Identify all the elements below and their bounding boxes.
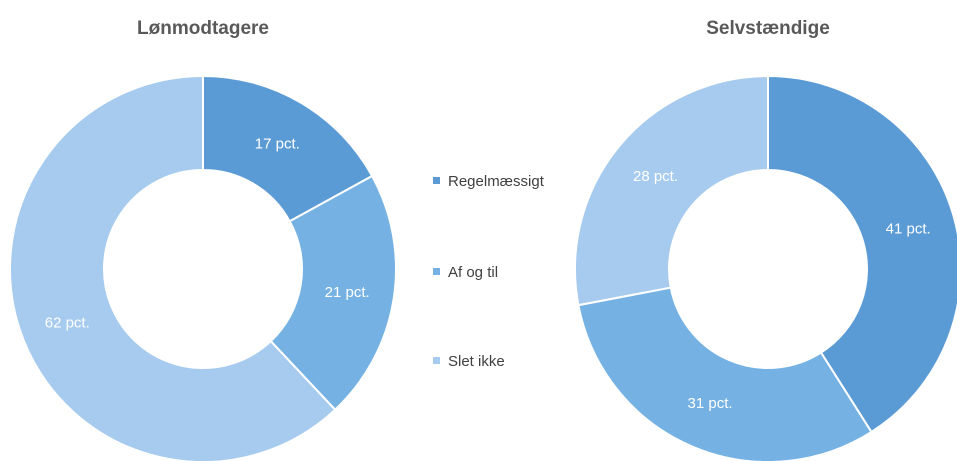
legend-item-regelmaessigt: Regelmæssigt xyxy=(433,173,545,190)
slice-selvstaendige-regelmaessigt xyxy=(767,74,957,434)
data-label-selvstaendige-af-og-til: 31 pct. xyxy=(688,395,733,412)
data-label-lonmodtagere-slet-ikke: 62 pct. xyxy=(45,315,90,332)
slice-lonmodtagere-slet-ikke xyxy=(9,74,337,461)
data-label-selvstaendige-slet-ikke: 28 pct. xyxy=(633,168,678,185)
chart-title-lonmodtagere: Lønmodtagere xyxy=(137,18,269,39)
legend-label-slet-ikke: Slet ikke xyxy=(448,353,505,370)
chart-title-selvstaendige: Selvstændige xyxy=(706,18,830,39)
slice-selvstaendige-slet-ikke xyxy=(574,74,769,307)
legend-item-slet-ikke: Slet ikke xyxy=(433,353,505,370)
donut-chart-lonmodtagere: Lønmodtagere 17 pct. 21 pct. 62 pct. xyxy=(9,18,397,461)
data-label-lonmodtagere-regelmaessigt: 17 pct. xyxy=(255,135,300,152)
legend-label-regelmaessigt: Regelmæssigt xyxy=(448,173,545,190)
legend-label-af-og-til: Af og til xyxy=(448,264,498,281)
legend-item-af-og-til: Af og til xyxy=(433,264,498,281)
slice-selvstaendige-af-og-til xyxy=(577,286,873,461)
data-label-lonmodtagere-af-og-til: 21 pct. xyxy=(325,284,370,301)
legend-swatch-af-og-til xyxy=(433,268,440,275)
legend-swatch-slet-ikke xyxy=(433,357,440,364)
slice-lonmodtagere-regelmaessigt xyxy=(202,74,374,223)
legend-swatch-regelmaessigt xyxy=(433,177,440,184)
legend: Regelmæssigt Af og til Slet ikke xyxy=(433,173,545,370)
slice-lonmodtagere-af-og-til xyxy=(269,174,397,412)
donut-chart-selvstaendige: Selvstændige 41 pct. 31 pct. 28 pct. xyxy=(574,18,957,461)
data-label-selvstaendige-regelmaessigt: 41 pct. xyxy=(886,220,931,237)
